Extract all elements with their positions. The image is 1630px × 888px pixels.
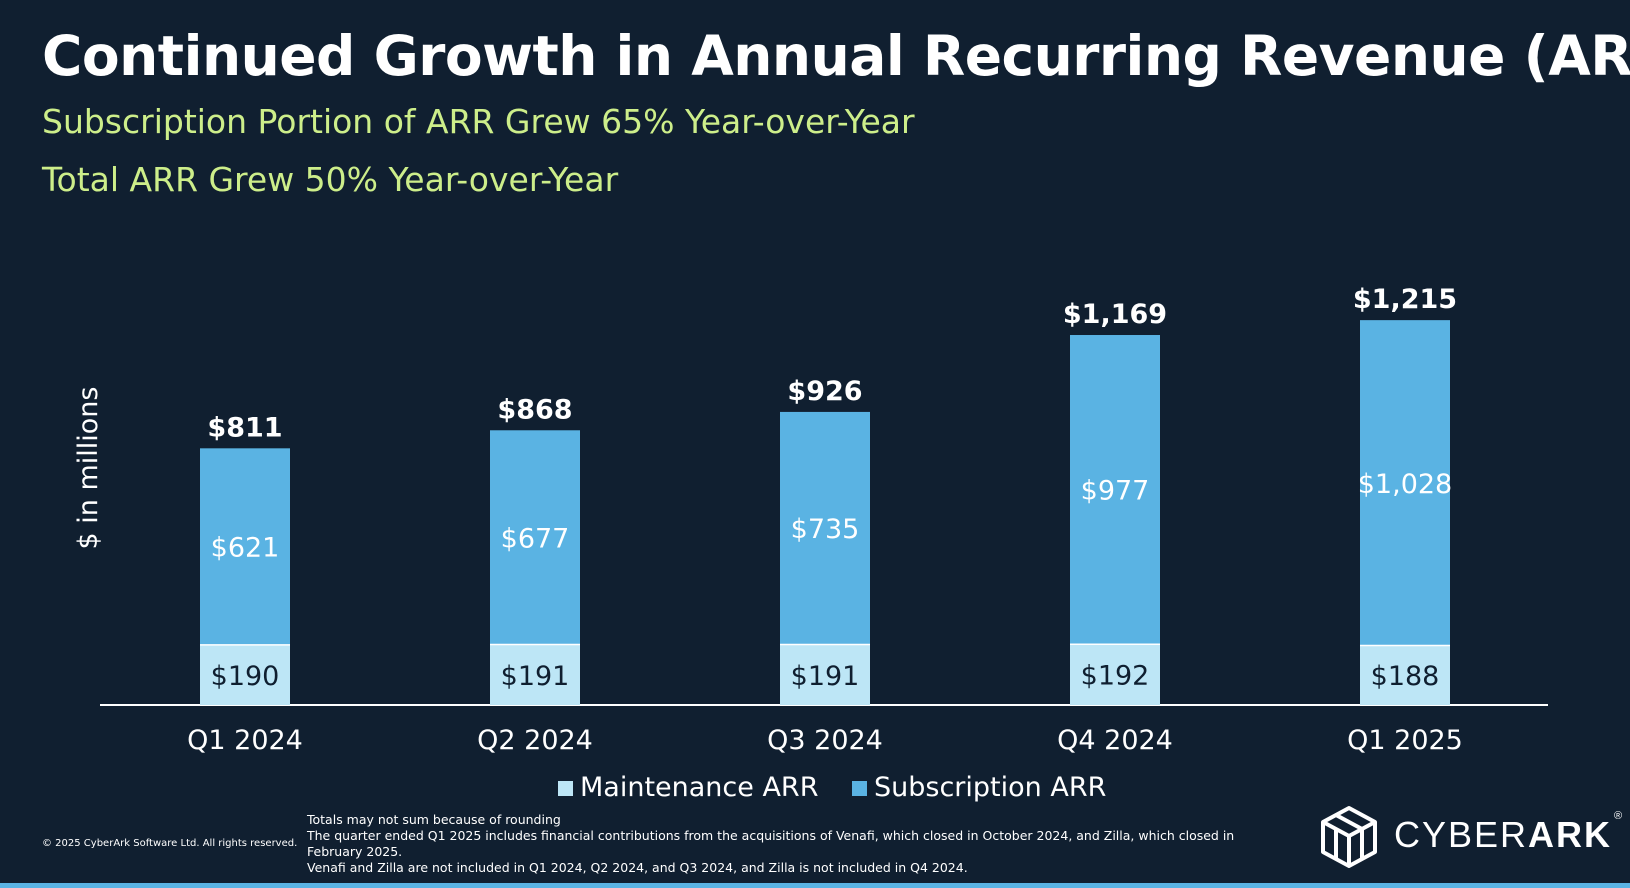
legend-label-subscription: Subscription ARR — [874, 772, 1106, 803]
data-label-subscription: $677 — [501, 523, 570, 554]
subtitle-subscription-growth: Subscription Portion of ARR Grew 65% Yea… — [42, 102, 915, 141]
x-tick-label: Q1 2024 — [187, 725, 303, 756]
footnotes: Totals may not sum because of rounding T… — [307, 812, 1267, 876]
data-label-total: $926 — [787, 376, 862, 407]
data-label-total: $1,215 — [1353, 284, 1457, 315]
data-label-total: $1,169 — [1063, 299, 1167, 330]
x-tick-label: Q2 2024 — [477, 725, 593, 756]
data-label-subscription: $1,028 — [1358, 469, 1452, 500]
bar-maintenance — [780, 644, 870, 705]
data-label-maintenance: $192 — [1081, 661, 1150, 692]
arr-stacked-bar-chart: $ in millions $190 $621 $811 Q1 2024 $191 $677… — [73, 284, 1548, 803]
cube-logo-icon — [1321, 806, 1377, 868]
legend-label-maintenance: Maintenance ARR — [580, 772, 818, 803]
y-axis-label: $ in millions — [73, 387, 104, 550]
cyberark-logo: CYBERARK ® — [1318, 804, 1622, 872]
x-tick-label: Q4 2024 — [1057, 725, 1173, 756]
bar-maintenance — [200, 644, 290, 705]
data-label-maintenance: $191 — [501, 661, 570, 692]
data-label-maintenance: $188 — [1371, 661, 1440, 692]
footnote-acquisitions: The quarter ended Q1 2025 includes finan… — [307, 828, 1235, 859]
legend-swatch-maintenance — [558, 781, 573, 796]
legend-swatch-subscription — [852, 781, 867, 796]
logo-wordmark: CYBERARK ® — [1394, 810, 1625, 855]
bar-subscription — [1360, 320, 1450, 646]
bar-maintenance — [1360, 645, 1450, 705]
bar-subscription — [1070, 335, 1160, 645]
bar-maintenance — [490, 644, 580, 705]
data-label-maintenance: $190 — [211, 661, 280, 692]
x-tick-label: Q3 2024 — [767, 725, 883, 756]
bottom-accent-bar — [0, 883, 1630, 888]
bar-subscription — [490, 430, 580, 645]
data-label-subscription: $621 — [211, 533, 280, 564]
data-label-subscription: $735 — [791, 514, 860, 545]
copyright-notice: © 2025 CyberArk Software Ltd. All rights… — [42, 838, 298, 849]
data-label-total: $868 — [497, 394, 572, 425]
data-label-maintenance: $191 — [791, 661, 860, 692]
footnote-exclusions: Venafi and Zilla are not included in Q1 … — [307, 860, 968, 875]
subtitle-total-growth: Total ARR Grew 50% Year-over-Year — [42, 160, 619, 199]
bar-subscription — [780, 411, 870, 645]
footnote-rounding: Totals may not sum because of rounding — [307, 812, 561, 827]
page-title: Continued Growth in Annual Recurring Rev… — [42, 24, 1630, 88]
data-label-subscription: $977 — [1081, 476, 1150, 507]
data-label-total: $811 — [207, 412, 282, 443]
bar-subscription — [200, 448, 290, 645]
x-tick-label: Q1 2025 — [1347, 725, 1463, 756]
bar-maintenance — [1070, 644, 1160, 705]
